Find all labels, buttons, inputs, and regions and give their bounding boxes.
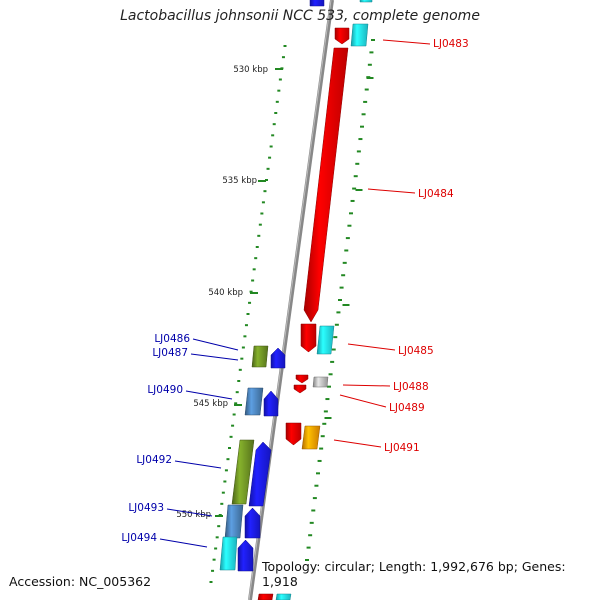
gene-bottom-red[interactable] — [257, 593, 274, 601]
gene-label-lj0483[interactable]: LJ0483 — [433, 38, 469, 50]
gene-label-lj0485[interactable]: LJ0485 — [398, 345, 434, 357]
gene-label-leader-lj0484 — [367, 188, 416, 194]
gene-lj0491-orange[interactable] — [301, 425, 321, 450]
page-title: Lactobacillus johnsonii NCC 533, complet… — [120, 8, 480, 24]
scale-label: 535 kbp — [222, 176, 257, 186]
gene-label-lj0490[interactable]: LJ0490 — [147, 384, 183, 396]
scale-label: 540 kbp — [208, 288, 243, 298]
gene-lj0492-olive[interactable] — [231, 439, 255, 505]
gene-lj0486[interactable] — [251, 345, 269, 368]
gene-lj0485-cyan[interactable] — [316, 325, 335, 355]
gene-lj0492-blue[interactable] — [248, 441, 272, 507]
gene-label-leader-lj0493 — [166, 508, 213, 517]
gene-lj0488[interactable] — [295, 374, 309, 384]
gene-label-leader-lj0483 — [382, 39, 431, 45]
gene-lj0491-red[interactable] — [285, 422, 302, 446]
gene-label-leader-lj0494 — [159, 538, 208, 548]
gene-label-leader-lj0490 — [185, 390, 233, 400]
gene-label-lj0491[interactable]: LJ0491 — [384, 442, 420, 454]
gene-lj0483-red[interactable] — [334, 27, 350, 45]
gene-lj0488-gray[interactable] — [312, 376, 329, 388]
gene-label-lj0494[interactable]: LJ0494 — [121, 532, 157, 544]
gene-label-lj0493[interactable]: LJ0493 — [128, 502, 164, 514]
scale-label: 550 kbp — [176, 510, 211, 520]
gene-lj0490-steel[interactable] — [244, 387, 264, 416]
gene-label-lj0484[interactable]: LJ0484 — [418, 188, 454, 200]
gene-label-lj0486[interactable]: LJ0486 — [154, 333, 190, 345]
gene-lj0489[interactable] — [293, 384, 307, 394]
gene-lj0493-steel[interactable] — [224, 504, 244, 539]
gene-lj0485-red[interactable] — [300, 323, 317, 353]
topology-text: Topology: circular; Length: 1,992,676 bp… — [262, 559, 566, 589]
accession-text: Accession: NC_005362 — [9, 574, 152, 589]
gene-label-lj0492[interactable]: LJ0492 — [136, 454, 172, 466]
gene-label-leader-lj0487 — [190, 353, 239, 361]
gene-lj0493-blue[interactable] — [244, 507, 261, 539]
gene-label-leader-lj0489 — [339, 394, 387, 408]
gene-lj0490-blue[interactable] — [263, 390, 279, 417]
gene-label-leader-lj0486 — [192, 338, 239, 351]
gene-label-leader-lj0485 — [347, 343, 396, 351]
gene-label-leader-lj0488 — [342, 384, 391, 387]
genome-backbone — [248, 0, 334, 601]
gene-label-leader-lj0492 — [174, 460, 222, 469]
gene-top-blue[interactable] — [309, 0, 325, 7]
gene-bottom-cyan[interactable] — [275, 593, 292, 601]
gene-label-lj0487[interactable]: LJ0487 — [152, 347, 188, 359]
scale-label: 545 kbp — [193, 399, 228, 409]
gene-top-cyan[interactable] — [359, 0, 373, 3]
gene-lj0494-cyan[interactable] — [219, 536, 238, 571]
gene-label-leader-lj0491 — [333, 439, 382, 448]
gene-label-lj0489[interactable]: LJ0489 — [389, 402, 425, 414]
gene-lj0494-blue[interactable] — [237, 539, 254, 572]
gene-lj0487[interactable] — [270, 347, 286, 369]
scale-label: 530 kbp — [233, 65, 268, 75]
gene-lj0483-cyan[interactable] — [350, 23, 369, 47]
gene-label-lj0488[interactable]: LJ0488 — [393, 381, 429, 393]
gene-lj0484[interactable] — [303, 47, 349, 323]
